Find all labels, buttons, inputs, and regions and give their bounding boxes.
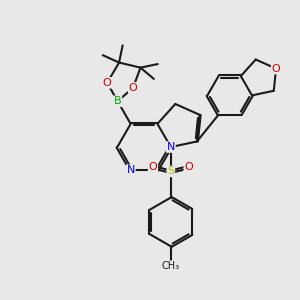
Text: O: O — [129, 83, 137, 93]
Text: N: N — [127, 165, 135, 175]
Text: O: O — [272, 64, 280, 74]
Text: CH₃: CH₃ — [162, 261, 180, 271]
Text: O: O — [103, 78, 112, 88]
Text: O: O — [184, 162, 193, 172]
Text: O: O — [148, 162, 157, 172]
Text: S: S — [167, 167, 174, 176]
Text: N: N — [167, 142, 175, 152]
Text: B: B — [114, 96, 122, 106]
